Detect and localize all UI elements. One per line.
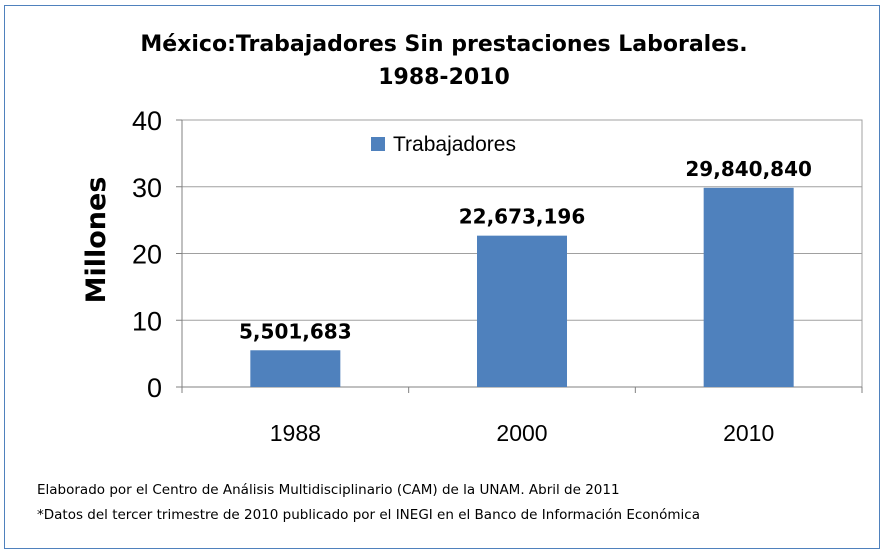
legend-label: Trabajadores	[393, 133, 516, 156]
legend-swatch	[371, 137, 385, 151]
data-label: 29,840,840	[685, 157, 812, 181]
chart-title-line1: México:Trabajadores Sin prestaciones Lab…	[140, 32, 748, 57]
source-note: Elaborado por el Centro de Análisis Mult…	[37, 482, 620, 498]
x-tick-label: 2010	[723, 420, 774, 446]
data-note: *Datos del tercer trimestre de 2010 publ…	[37, 507, 700, 523]
y-tick-label: 40	[132, 106, 162, 136]
data-label: 22,673,196	[459, 205, 586, 229]
chart-title-line2: 1988-2010	[378, 65, 510, 90]
bar-1988	[250, 350, 341, 387]
y-axis-title: Millones	[81, 177, 112, 304]
bar-2000	[477, 235, 567, 387]
chart-title: México:Trabajadores Sin prestaciones Lab…	[0, 28, 888, 94]
y-tick-label: 30	[132, 173, 162, 203]
bar-2010	[703, 187, 794, 387]
x-tick-label: 2000	[496, 420, 547, 446]
x-tick-label: 1988	[270, 420, 321, 446]
y-tick-label: 20	[132, 240, 162, 270]
y-tick-label: 0	[147, 373, 162, 403]
y-tick-label: 10	[132, 306, 162, 336]
data-label: 5,501,683	[239, 319, 352, 343]
